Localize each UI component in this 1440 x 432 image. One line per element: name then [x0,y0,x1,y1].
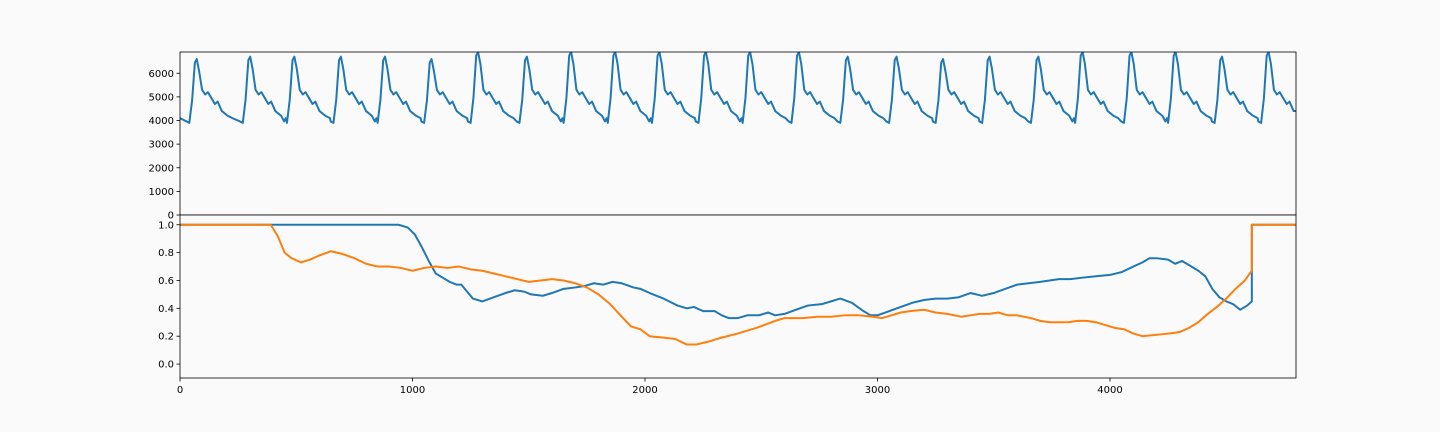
top-axis-layer: 0 1000 2000 3000 4000 5000 6000 [149,69,180,222]
top-y-tick-label: 4000 [149,116,174,127]
top-y-tick-label: 3000 [149,140,174,151]
bottom-y-tick-label: 0.2 [158,332,174,343]
top-y-tick-label: 1000 [149,187,174,198]
bottom-y-tick-label: 1.0 [158,220,174,231]
top-waveform-chart: 0 1000 2000 3000 4000 5000 6000 [149,51,1297,222]
bottom-series-line-2 [180,223,1296,346]
bottom-y-tick-label: 0.6 [158,276,174,287]
bottom-x-tick-label: 2000 [632,385,657,396]
top-plot-area [180,52,1296,215]
bottom-x-tick-label: 4000 [1097,385,1122,396]
top-y-tick-label: 5000 [149,92,174,103]
bottom-y-tick-label: 0.4 [158,304,174,315]
bottom-axis-layer: 0.0 0.2 0.4 0.6 0.8 1.0 0 1000 2000 3000 4000 [158,220,1123,396]
bottom-plot-area [180,215,1296,378]
top-y-tick-label: 0 [168,211,174,222]
bottom-x-tick-label: 1000 [400,385,425,396]
bottom-plot-frame [179,214,1297,379]
top-series-line-1 [180,52,1296,124]
bottom-series-line-1 [180,223,1296,320]
bottom-ratio-chart: 0.00.20.40.60.81.00 1000 2000 3000 4000 [158,214,1297,396]
bottom-x-tick-label: 0 [177,385,183,396]
bottom-y-tick-label: 0.8 [158,248,174,259]
bottom-y-tick-label: 0.0 [158,360,174,371]
top-series-layer [180,52,1296,124]
bottom-x-tick-label: 3000 [865,385,890,396]
top-y-tick-label: 6000 [149,69,174,80]
top-y-tick-label: 2000 [149,163,174,174]
bottom-series-layer [180,223,1296,346]
